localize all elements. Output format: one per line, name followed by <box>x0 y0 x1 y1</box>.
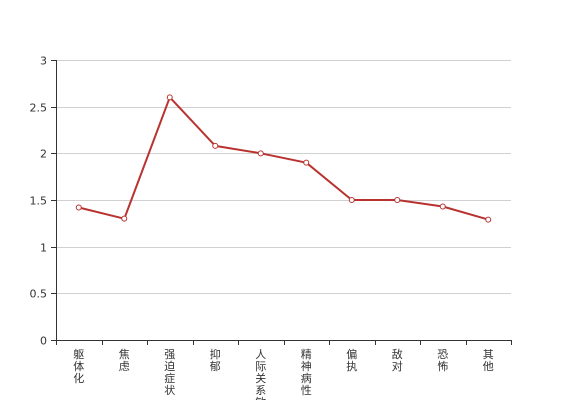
data-point[interactable] <box>348 197 355 203</box>
y-tick-label: 0.5 <box>30 288 48 301</box>
y-tick-label: 3 <box>40 55 47 68</box>
x-tick-label: 抑郁 <box>210 347 221 373</box>
data-point[interactable] <box>121 215 128 222</box>
data-point[interactable] <box>394 197 401 203</box>
x-tick-label: 精神病性 <box>301 348 312 397</box>
data-point[interactable] <box>212 142 219 149</box>
x-tick-label: 偏执 <box>346 347 357 373</box>
x-tick-label: 恐怖 <box>437 348 448 373</box>
y-tick-label: 1 <box>40 242 47 255</box>
data-point[interactable] <box>439 203 446 210</box>
x-tick-label: 强迫症状 <box>164 348 175 397</box>
x-tick-label: 其他 <box>483 348 494 373</box>
series <box>78 96 489 221</box>
y-tick-label: 1.5 <box>30 195 48 208</box>
data-point[interactable] <box>75 204 82 211</box>
y-tick-label: 0 <box>40 335 47 348</box>
x-tick-label: 人际关系敏感 <box>255 348 266 400</box>
data-point[interactable] <box>166 94 173 101</box>
data-point[interactable] <box>303 159 310 166</box>
data-point[interactable] <box>485 216 492 223</box>
x-tick-label: 敌对 <box>392 347 403 373</box>
x-tick-label: 焦虑 <box>119 348 130 373</box>
data-points <box>75 94 492 223</box>
y-tick-label: 2.5 <box>30 102 48 115</box>
series-line <box>78 96 489 221</box>
gridlines <box>56 60 511 294</box>
axes <box>56 60 511 341</box>
x-axis-ticks: 躯体化 焦虑 强迫症状 抑郁 人际关系敏感 精神病性 偏执 敌对 恐怖 其他 <box>56 340 512 404</box>
x-tick-label: 躯体化 <box>73 348 84 385</box>
data-point[interactable] <box>257 150 264 157</box>
y-tick-label: 2 <box>40 148 47 161</box>
y-axis-ticks: 0 0.5 1 1.5 2 2.5 3 <box>30 55 56 348</box>
